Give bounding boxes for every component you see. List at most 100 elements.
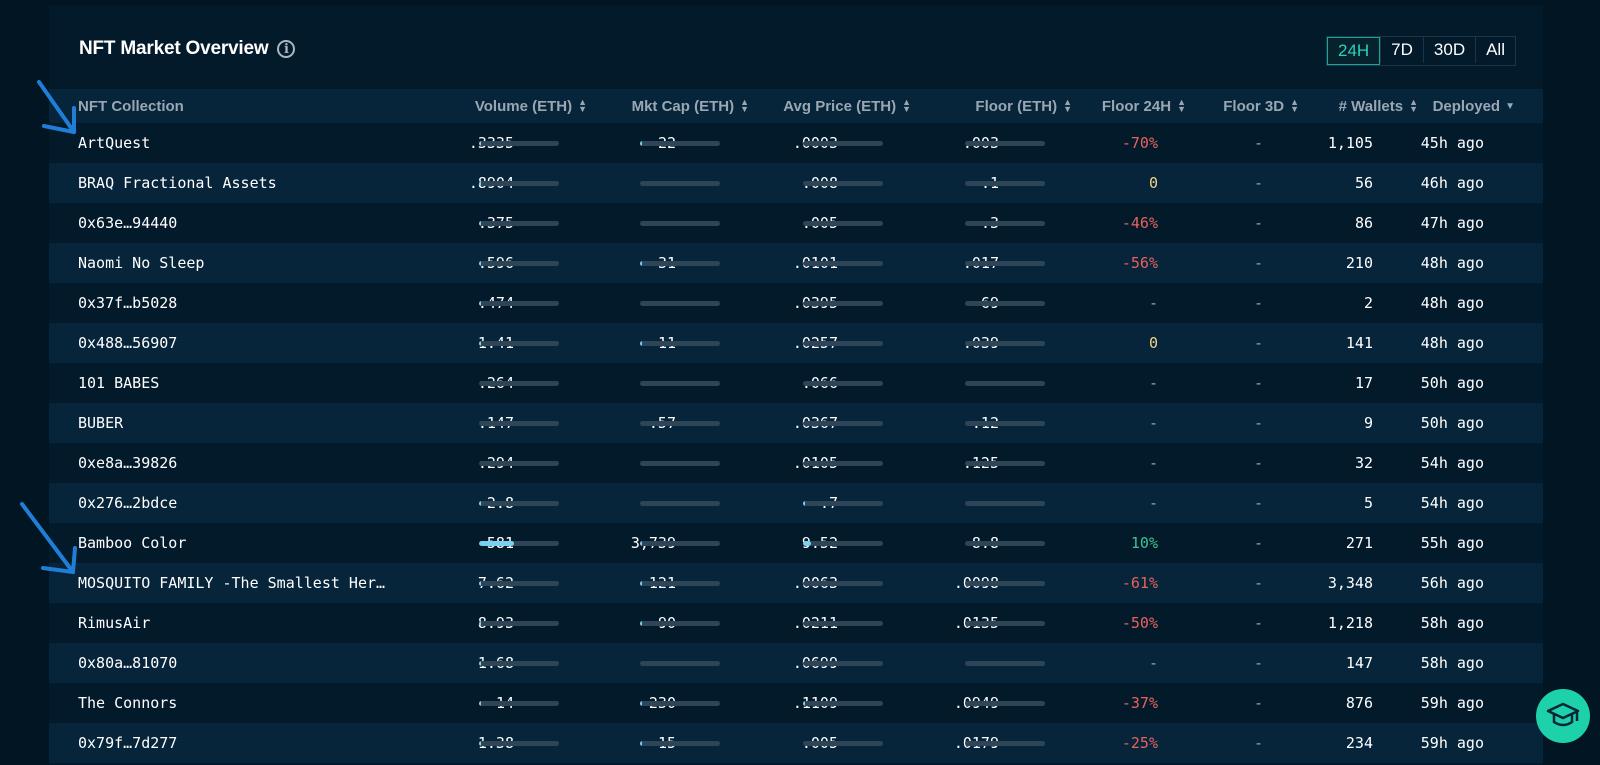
- col-header-floor24[interactable]: Floor 24H ▲ ▼: [1101, 97, 1186, 115]
- sort-icon: ▲ ▼: [1177, 97, 1186, 114]
- volume-bar-fill: [479, 541, 515, 546]
- volume-bar: [479, 621, 559, 626]
- volume-bar-fill: [479, 701, 481, 706]
- volume-bar: [479, 701, 559, 706]
- page-title: NFT Market Overview: [79, 38, 269, 59]
- collection-name[interactable]: BUBER: [78, 414, 124, 432]
- col-header-deployed[interactable]: Deployed ▼: [1432, 97, 1515, 115]
- volume-bar: [479, 581, 559, 586]
- wallets-count: 1,105: [1327, 134, 1373, 152]
- panel-header: NFT Market Overview i: [79, 38, 296, 60]
- wallets-count: 141: [1345, 334, 1373, 352]
- collection-name[interactable]: 0x80a…81070: [78, 654, 178, 672]
- wallets-count: 147: [1345, 654, 1373, 672]
- floor-3d-change: -: [1253, 654, 1263, 672]
- avg-bar: [803, 581, 883, 586]
- table-row[interactable]: BRAQ Fractional Assets.8904-.008.10-5646…: [49, 163, 1543, 203]
- avg-bar: [803, 461, 883, 466]
- deployed-time: 45h ago: [1420, 134, 1484, 152]
- floor-3d-change: -: [1253, 494, 1263, 512]
- floor-bar: [965, 661, 1045, 666]
- collection-name[interactable]: 0x63e…94440: [78, 214, 178, 232]
- collection-name[interactable]: 0x276…2bdce: [78, 494, 178, 512]
- col-header-floor3d[interactable]: Floor 3D ▲ ▼: [1223, 97, 1299, 115]
- mktcap-bar: [640, 181, 720, 186]
- sort-icon: ▲ ▼: [1409, 97, 1418, 114]
- range-button-7d[interactable]: 7D: [1380, 37, 1423, 63]
- table-row[interactable]: MOSQUITO FAMILY -The Smallest Her…7.6212…: [49, 563, 1543, 603]
- floor-bar: [965, 501, 1045, 506]
- collection-name[interactable]: MOSQUITO FAMILY -The Smallest Her…: [78, 574, 386, 592]
- col-header-mktcap[interactable]: Mkt Cap (ETH) ▲ ▼: [631, 97, 749, 115]
- volume-bar: [479, 541, 559, 546]
- avg-bar: [803, 661, 883, 666]
- wallets-count: 32: [1354, 454, 1373, 472]
- collection-name[interactable]: The Connors: [78, 694, 178, 712]
- wallets-count: 210: [1345, 254, 1373, 272]
- avg-bar: [803, 261, 883, 266]
- floor-3d-change: -: [1253, 334, 1263, 352]
- collection-name[interactable]: RimusAir: [78, 614, 151, 632]
- mktcap-bar-fill: [640, 741, 642, 746]
- collection-name[interactable]: 0x37f…b5028: [78, 294, 178, 312]
- range-button-all[interactable]: All: [1475, 37, 1515, 63]
- floor-3d-change: -: [1253, 174, 1263, 192]
- floor-24h-change: 10%: [1130, 534, 1158, 552]
- collection-name[interactable]: 0xe8a…39826: [78, 454, 178, 472]
- avg-bar-fill: [803, 541, 811, 546]
- wallets-count: 1,218: [1327, 614, 1373, 632]
- col-header-floor[interactable]: Floor (ETH) ▲ ▼: [975, 97, 1072, 115]
- mktcap-bar: [640, 501, 720, 506]
- range-button-24h[interactable]: 24H: [1326, 37, 1381, 65]
- collection-name[interactable]: 0x488…56907: [78, 334, 178, 352]
- volume-bar: [479, 461, 559, 466]
- table-header: NFT Collection Volume (ETH) ▲ ▼ Mkt Cap (E…: [49, 89, 1543, 123]
- volume-bar-fill: [479, 621, 481, 626]
- floor-24h-change: -25%: [1121, 734, 1158, 752]
- col-header-collection[interactable]: NFT Collection: [78, 97, 184, 115]
- col-header-avgprice[interactable]: Avg Price (ETH) ▲ ▼: [783, 97, 911, 115]
- mktcap-bar: [640, 741, 720, 746]
- deployed-time: 46h ago: [1420, 174, 1484, 192]
- mktcap-bar: [640, 541, 720, 546]
- collection-name[interactable]: Bamboo Color: [78, 534, 187, 552]
- floor-3d-change: -: [1253, 214, 1263, 232]
- collection-name[interactable]: ArtQuest: [78, 134, 151, 152]
- col-header-volume[interactable]: Volume (ETH) ▲ ▼: [474, 97, 587, 115]
- floor-24h-change: -: [1148, 414, 1158, 432]
- avg-bar-fill: [803, 501, 805, 506]
- floor-bar: [965, 421, 1045, 426]
- collection-name[interactable]: BRAQ Fractional Assets: [78, 174, 277, 192]
- range-button-30d[interactable]: 30D: [1422, 37, 1475, 63]
- wallets-count: 271: [1345, 534, 1373, 552]
- collection-name[interactable]: Naomi No Sleep: [78, 254, 205, 272]
- avg-bar: [803, 221, 883, 226]
- collection-name[interactable]: 101 BABES: [78, 374, 160, 392]
- avg-bar: [803, 181, 883, 186]
- collection-name[interactable]: 0x79f…7d277: [78, 734, 178, 752]
- avg-bar: [803, 381, 883, 386]
- help-button[interactable]: [1536, 689, 1590, 743]
- mktcap-bar-fill: [640, 541, 642, 546]
- table-row[interactable]: Naomi No Sleep.59631.0101.017-56%-21048h…: [49, 243, 1543, 283]
- volume-bar: [479, 501, 559, 506]
- info-icon[interactable]: i: [277, 40, 296, 58]
- annotation-arrow-icon: [20, 502, 77, 574]
- col-header-wallets[interactable]: # Wallets ▲ ▼: [1338, 97, 1418, 115]
- avg-bar: [803, 141, 883, 146]
- floor-3d-change: -: [1253, 734, 1263, 752]
